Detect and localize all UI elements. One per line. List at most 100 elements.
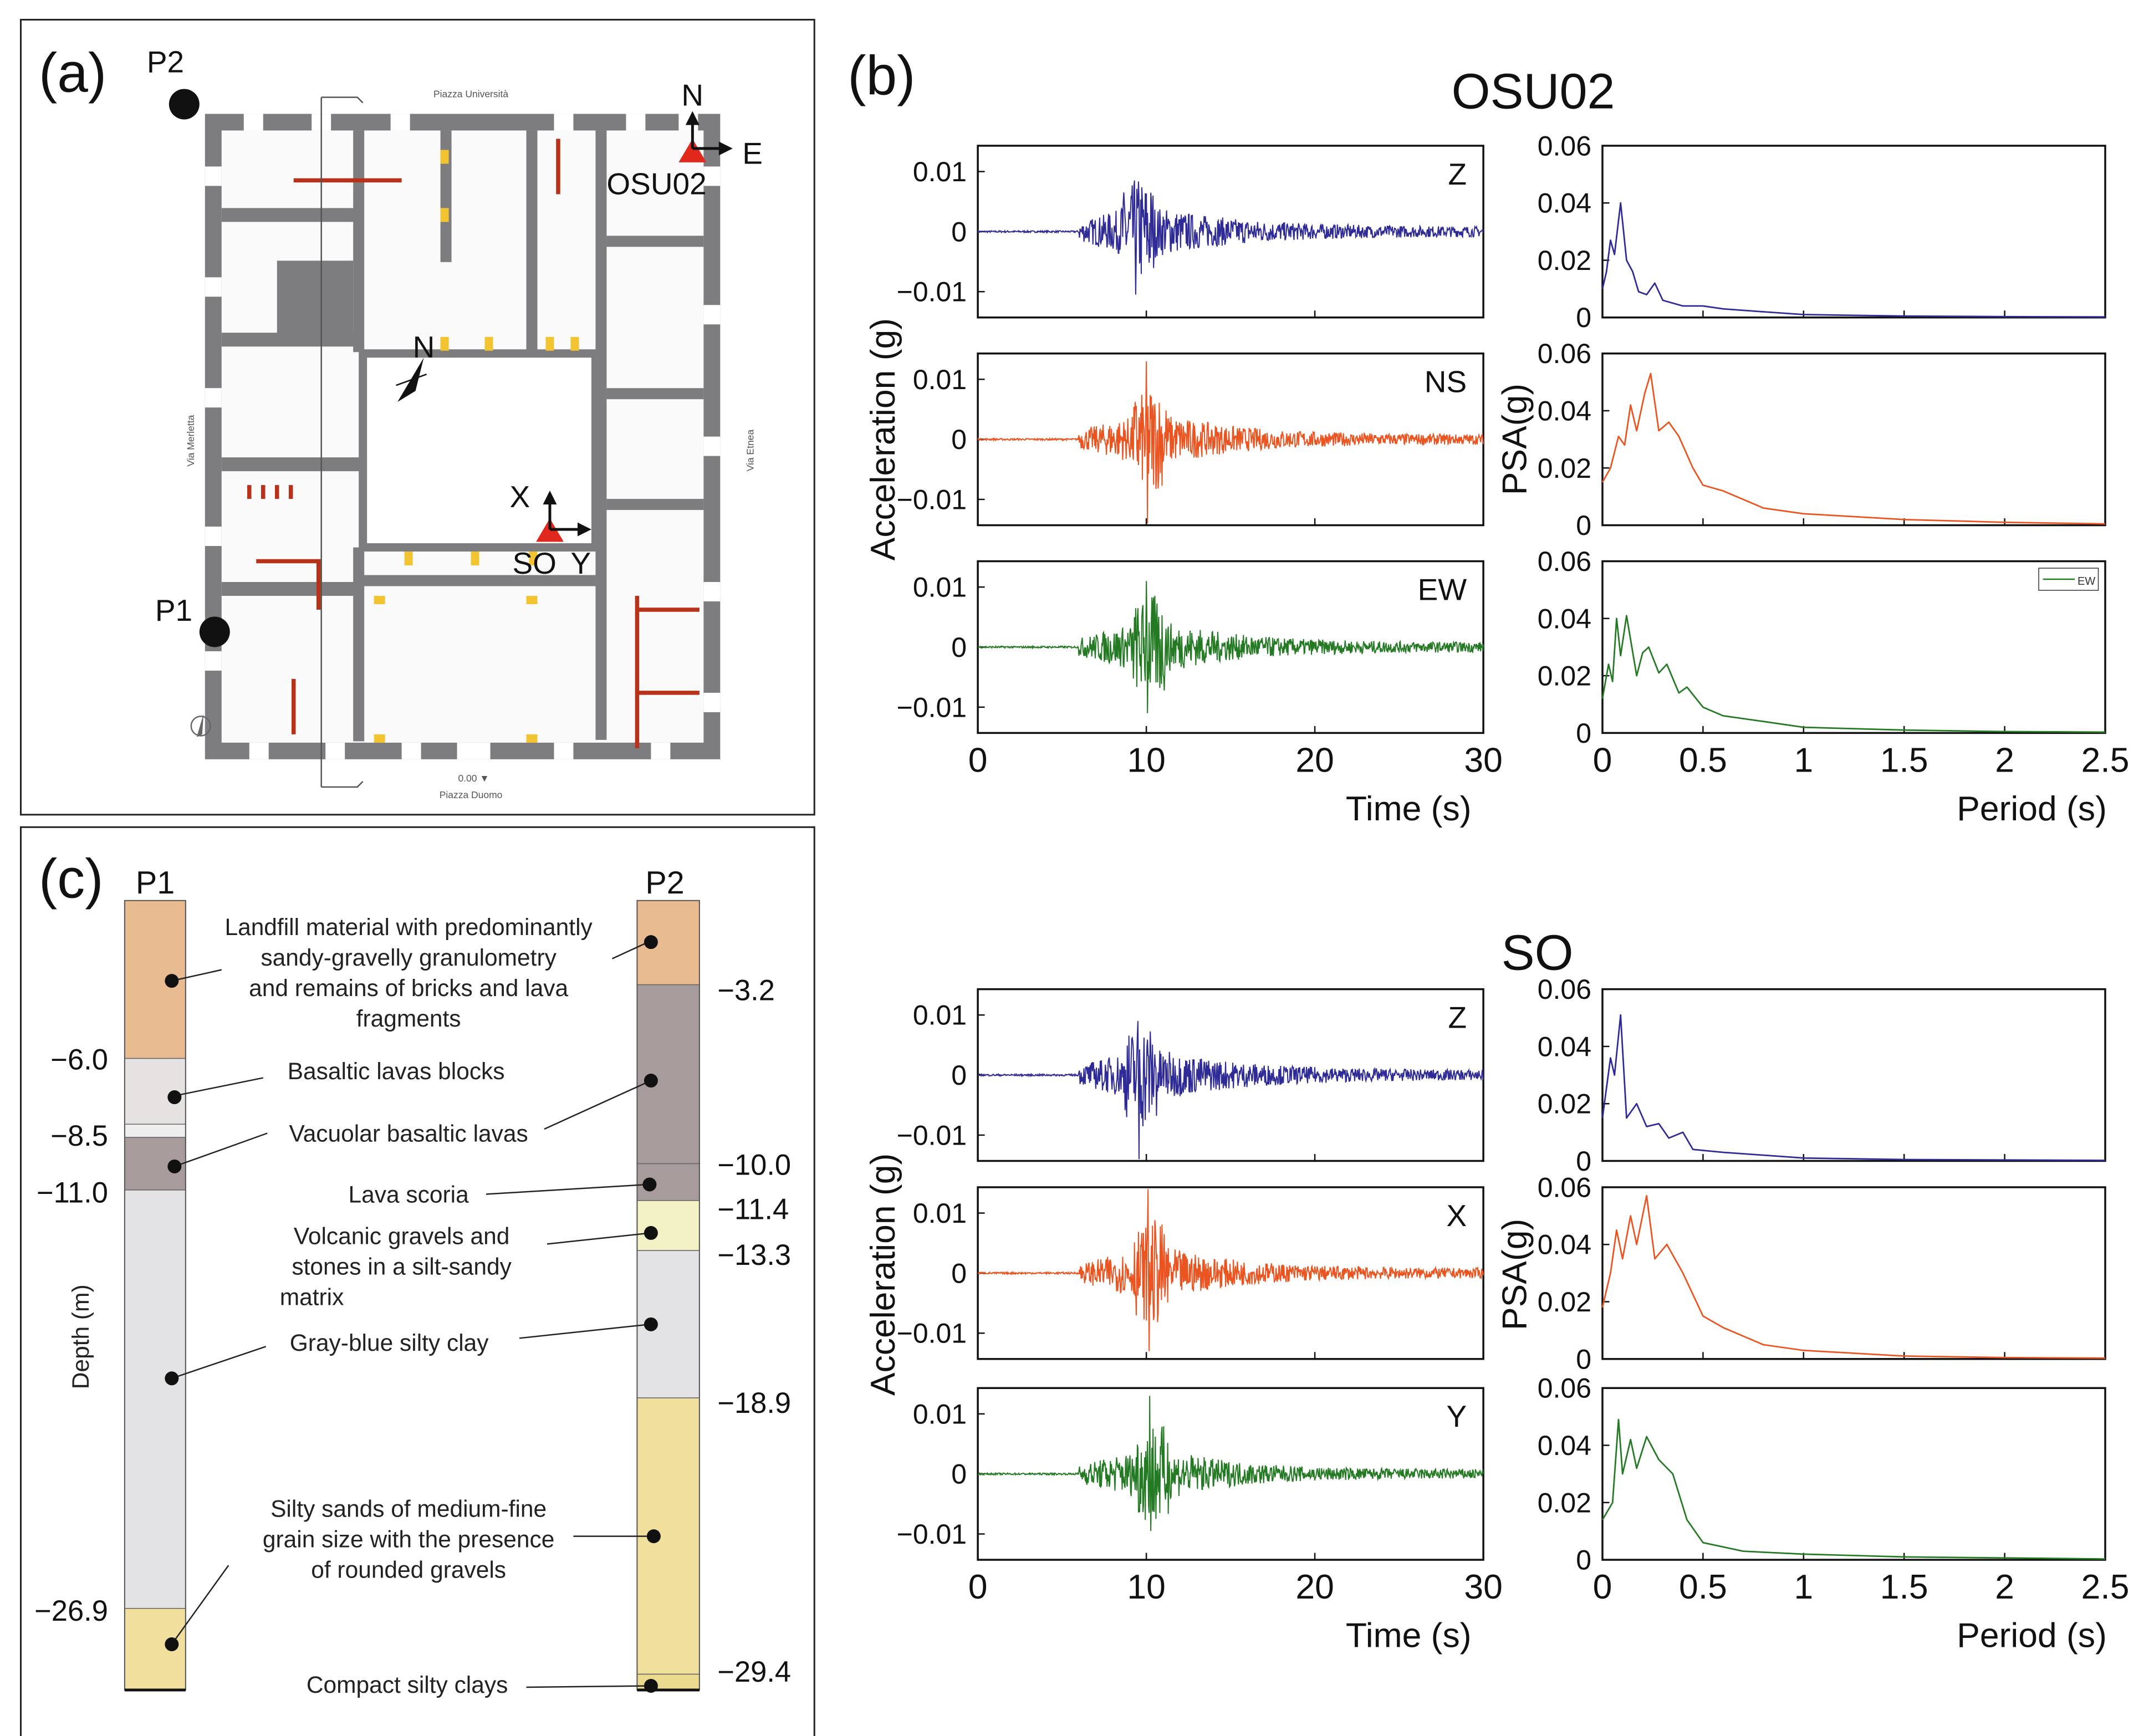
y-tick-label: −0.01 [897,1120,967,1151]
waveform-Y [978,1396,1484,1531]
x-tick-label: 30 [1464,1567,1502,1606]
x-axis-label: Period (s) [1957,789,2107,828]
x-tick-label: 2 [1995,1567,2014,1606]
windows [205,114,721,759]
p2-depth-label: −11.4 [717,1193,789,1226]
p1-depth-label: −6.0 [50,1044,108,1076]
borehole-p1-marker [199,616,230,647]
north-arrow-icon [396,358,427,402]
desc-landfill-line: Landfill material with predominantly [224,914,593,940]
y-tick-label: 0 [1576,718,1591,749]
partitions [247,139,700,748]
column-p2-title: P2 [645,865,684,901]
y-tick-label: 0 [951,1060,967,1091]
station-so-label: SO [513,546,557,580]
component-label: Z [1448,157,1467,191]
panel-label-b: (b) [848,45,915,106]
y-tick-label: 0.06 [1538,546,1591,577]
borehole-p2-marker [169,89,200,120]
x-tick-label: 20 [1295,741,1334,779]
y-tick-label: 0 [1576,302,1591,333]
station-osu02-icon [678,111,733,162]
desc-volcanic-gravels-line: Volcanic gravels and [294,1223,510,1249]
waveform-EW [977,581,1484,713]
y-tick-label: 0.04 [1538,1031,1591,1062]
waveform-NS [977,361,1484,524]
component-label: X [1446,1198,1467,1233]
strat-layer [124,1189,186,1609]
borehole-p2-label: P2 [147,44,184,79]
panel-b-records: (b) OSU02 SO 0.010−0.01Z0.010−0.01NS0.01… [848,45,2129,1655]
waveform-X [977,1189,1484,1351]
y-tick-label: 0.06 [1538,974,1591,1005]
y-tick-label: 0 [1576,1344,1591,1375]
street-label-east: Via Etnea [744,430,755,472]
component-label: NS [1425,365,1467,399]
y-tick-label: −0.01 [897,692,967,723]
desc-vacuolar: Vacuolar basaltic lavas [289,1120,528,1146]
y-tick-label: 0.02 [1538,1487,1591,1518]
leader-lines [171,941,654,1688]
panel-a-floor-plan: (a) [19,19,815,816]
street-label-south: Piazza Duomo [440,789,503,800]
building-plan [205,96,721,788]
borehole-p1-label: P1 [155,593,192,627]
x-tick-label: 0 [968,741,988,779]
panel-label-a: (a) [39,42,106,104]
p2-depth-label: −13.3 [717,1239,791,1272]
y-tick-label: 0 [951,1459,967,1490]
y-tick-label: 0.02 [1538,245,1591,276]
x-tick-label: 0 [1593,741,1612,779]
elevation-reference: 0.00 ▼ [458,773,489,784]
x-tick-label: 0.5 [1679,741,1727,779]
y-tick-label: 0.02 [1538,661,1591,692]
strat-layer [636,984,700,1165]
psa-axes [1601,1387,2106,1561]
y-tick-label: 0.01 [913,572,967,603]
y-tick-label: 0.04 [1538,1229,1591,1260]
psa-curve-Z [1601,202,2106,318]
psa-curve-NS [1601,372,2106,525]
psa-axes [1601,352,2106,527]
street-label-north: Piazza Università [433,88,508,99]
y-tick-label: 0 [951,216,967,247]
p2-depth-label: −3.2 [717,975,775,1007]
y-tick-label: 0 [1576,1146,1591,1177]
courtyard [359,349,600,552]
desc-landfill-line: sandy-gravelly granulometry [261,944,557,971]
x-tick-label: 10 [1127,741,1165,779]
compass-icon [190,713,212,737]
desc-clay: Gray-blue silty clay [290,1330,489,1356]
y-tick-label: 0.04 [1538,603,1591,634]
waveform-Z [977,1021,1484,1160]
waveform-Z [977,180,1484,295]
y-tick-label: 0 [951,632,967,663]
y-tick-label: 0.06 [1538,1373,1591,1404]
y-axis-label: PSA(g) [1495,384,1534,495]
x-tick-label: 0 [968,1567,988,1606]
station-osu02-axis-e: E [742,136,763,170]
y-tick-label: 0 [1576,510,1591,541]
psa-axes [1601,145,2106,319]
station-title-so: SO [1502,926,1574,981]
x-axis-label: Time (s) [1346,789,1472,828]
psa-curve-Z [1601,1014,2106,1161]
column-p2 [636,900,700,1692]
y-tick-label: 0.01 [913,1398,967,1429]
time-series-axes [977,352,1484,527]
column-p1 [124,900,186,1692]
x-tick-label: 2.5 [2081,741,2130,779]
y-tick-label: 0.02 [1538,453,1591,484]
p1-depth-label: −26.9 [34,1595,108,1627]
station-osu02-axis-n: N [681,78,703,112]
y-tick-label: 0 [951,424,967,455]
x-tick-label: 30 [1464,741,1502,779]
strat-layer [636,1200,700,1251]
desc-basaltic-blocks: Basaltic lavas blocks [288,1058,505,1084]
y-axis-label: PSA(g) [1495,1219,1534,1330]
y-axis-label: Acceleration (g) [864,318,902,560]
desc-volcanic-gravels-line: matrix [280,1284,344,1310]
component-label: Z [1448,1000,1467,1035]
y-tick-label: 0.01 [913,156,967,187]
panel-c-stratigraphy: (c) P1 P2 Depth (m) −6.0 −8.5 −11.0 −26.… [19,826,815,1736]
